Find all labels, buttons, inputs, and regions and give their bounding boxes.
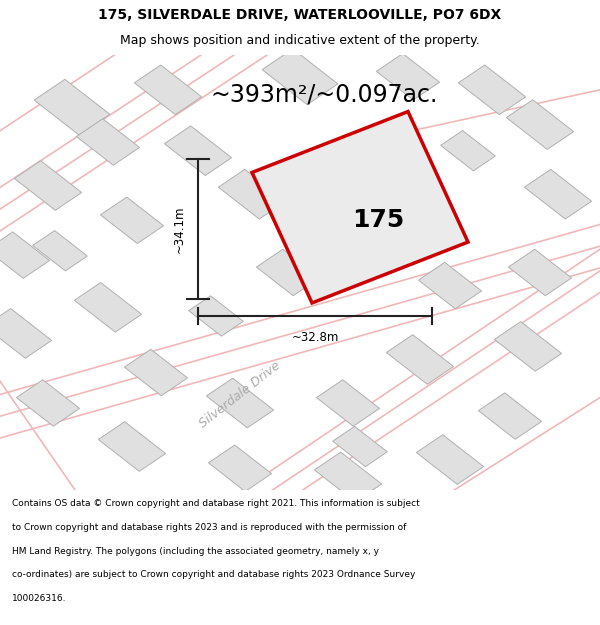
- Polygon shape: [14, 161, 82, 210]
- Text: Map shows position and indicative extent of the property.: Map shows position and indicative extent…: [120, 34, 480, 47]
- Polygon shape: [98, 422, 166, 471]
- Text: 175, SILVERDALE DRIVE, WATERLOOVILLE, PO7 6DX: 175, SILVERDALE DRIVE, WATERLOOVILLE, PO…: [98, 8, 502, 22]
- Polygon shape: [314, 452, 382, 502]
- Text: to Crown copyright and database rights 2023 and is reproduced with the permissio: to Crown copyright and database rights 2…: [12, 523, 406, 532]
- Text: ~34.1m: ~34.1m: [173, 205, 186, 252]
- Polygon shape: [206, 378, 274, 428]
- Polygon shape: [124, 349, 188, 396]
- Polygon shape: [416, 435, 484, 484]
- Text: Silverdale Drive: Silverdale Drive: [197, 359, 283, 430]
- Polygon shape: [262, 49, 338, 104]
- Polygon shape: [374, 196, 442, 245]
- Polygon shape: [298, 154, 362, 200]
- Text: ~32.8m: ~32.8m: [292, 331, 338, 344]
- Polygon shape: [478, 393, 542, 439]
- Text: Contains OS data © Crown copyright and database right 2021. This information is : Contains OS data © Crown copyright and d…: [12, 499, 420, 509]
- Polygon shape: [506, 100, 574, 149]
- Polygon shape: [16, 380, 80, 426]
- Polygon shape: [218, 169, 286, 219]
- Polygon shape: [100, 197, 164, 244]
- Polygon shape: [386, 335, 454, 384]
- Text: ~393m²/~0.097ac.: ~393m²/~0.097ac.: [211, 82, 437, 106]
- Text: 175: 175: [352, 208, 404, 232]
- Polygon shape: [508, 249, 572, 296]
- Polygon shape: [376, 54, 440, 100]
- Text: HM Land Registry. The polygons (including the associated geometry, namely x, y: HM Land Registry. The polygons (includin…: [12, 547, 379, 556]
- Polygon shape: [494, 322, 562, 371]
- Text: 100026316.: 100026316.: [12, 594, 67, 603]
- Polygon shape: [332, 426, 388, 467]
- Polygon shape: [524, 169, 592, 219]
- Polygon shape: [34, 79, 110, 135]
- Polygon shape: [256, 249, 320, 296]
- Polygon shape: [252, 111, 468, 303]
- Polygon shape: [0, 232, 50, 278]
- Polygon shape: [32, 231, 88, 271]
- Text: co-ordinates) are subject to Crown copyright and database rights 2023 Ordnance S: co-ordinates) are subject to Crown copyr…: [12, 571, 415, 579]
- Polygon shape: [316, 380, 380, 426]
- Polygon shape: [164, 126, 232, 176]
- Polygon shape: [76, 119, 140, 165]
- Polygon shape: [418, 262, 482, 309]
- Polygon shape: [0, 309, 52, 358]
- Polygon shape: [440, 131, 496, 171]
- Polygon shape: [134, 65, 202, 114]
- Polygon shape: [188, 296, 244, 336]
- Polygon shape: [458, 65, 526, 114]
- Polygon shape: [74, 282, 142, 332]
- Polygon shape: [208, 445, 272, 491]
